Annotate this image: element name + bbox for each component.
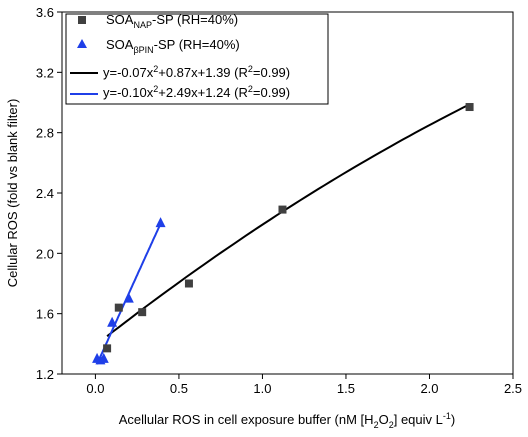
legend-item-nap: SOANAP-SP (RH=40%) — [78, 12, 238, 30]
legend-label-nap: SOANAP-SP (RH=40%) — [106, 12, 238, 30]
legend-fit-nap: y=-0.07x2+0.87x+1.39 (R2=0.99) — [103, 64, 290, 80]
y-axis: 1.2 1.6 2.0 2.4 2.8 3.2 3.6 — [36, 5, 62, 382]
legend-box — [65, 13, 329, 105]
legend-item-fit-nap: y=-0.07x2+0.87x+1.39 (R2=0.99) — [70, 64, 290, 80]
legend: SOANAP-SP (RH=40%) SOAβPIN-SP (RH=40%) y… — [65, 12, 329, 105]
series-bpin-points — [92, 217, 166, 365]
y-axis-label: Cellular ROS (fold vs blank filter) — [5, 99, 20, 288]
data-point — [155, 217, 166, 228]
y-tick-label: 1.6 — [36, 307, 54, 322]
data-point — [107, 316, 118, 327]
data-point — [103, 344, 112, 353]
x-tick-label: 1.5 — [337, 381, 355, 396]
square-marker-icon — [78, 16, 86, 24]
x-axis-label: Acellular ROS in cell exposure buffer (n… — [119, 411, 455, 430]
y-tick-label: 2.0 — [36, 246, 54, 261]
y-tick-label: 3.2 — [36, 65, 54, 80]
fit-curve-nap — [106, 103, 471, 337]
y-tick-label: 2.8 — [36, 126, 54, 141]
legend-item-bpin: SOAβPIN-SP (RH=40%) — [77, 37, 240, 55]
data-point — [114, 303, 123, 312]
y-tick-label: 3.6 — [36, 5, 54, 20]
data-point — [98, 352, 109, 363]
x-tick-label: 0.5 — [170, 381, 188, 396]
x-axis: 0.0 0.5 1.0 1.5 2.0 2.5 — [86, 374, 522, 396]
data-point — [465, 103, 474, 112]
data-point — [138, 308, 147, 317]
legend-item-fit-bpin: y=-0.10x2+2.49x+1.24 (R2=0.99) — [70, 84, 290, 100]
x-tick-label: 1.0 — [253, 381, 271, 396]
y-tick-label: 1.2 — [36, 367, 54, 382]
x-tick-label: 2.0 — [420, 381, 438, 396]
data-point — [123, 292, 134, 303]
legend-label-bpin: SOAβPIN-SP (RH=40%) — [106, 37, 240, 55]
x-tick-label: 0.0 — [86, 381, 104, 396]
data-point — [184, 279, 193, 288]
series-nap-points — [103, 103, 474, 353]
y-tick-label: 2.4 — [36, 186, 54, 201]
triangle-marker-icon — [77, 39, 87, 48]
data-point — [278, 205, 287, 214]
x-tick-label: 2.5 — [504, 381, 522, 396]
legend-fit-bpin: y=-0.10x2+2.49x+1.24 (R2=0.99) — [103, 84, 290, 100]
